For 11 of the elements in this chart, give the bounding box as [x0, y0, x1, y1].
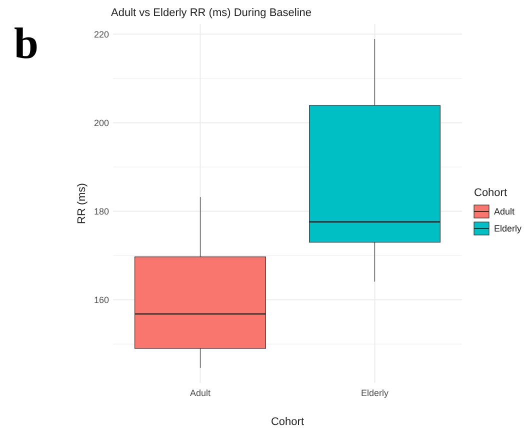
legend-label: Elderly: [494, 224, 522, 234]
y-axis-title: RR (ms): [76, 183, 88, 224]
y-tick-label: 180: [94, 206, 109, 216]
legend-label: Adult: [494, 206, 516, 217]
y-tick-label: 160: [94, 294, 109, 305]
y-tick-label: 220: [94, 29, 109, 40]
legend-title: Cohort: [474, 187, 508, 199]
y-tick-label: 200: [94, 118, 109, 128]
chart-title: Adult vs Elderly RR (ms) During Baseline: [111, 7, 312, 19]
x-axis-title: Cohort: [270, 416, 304, 428]
text: b: [14, 19, 38, 68]
